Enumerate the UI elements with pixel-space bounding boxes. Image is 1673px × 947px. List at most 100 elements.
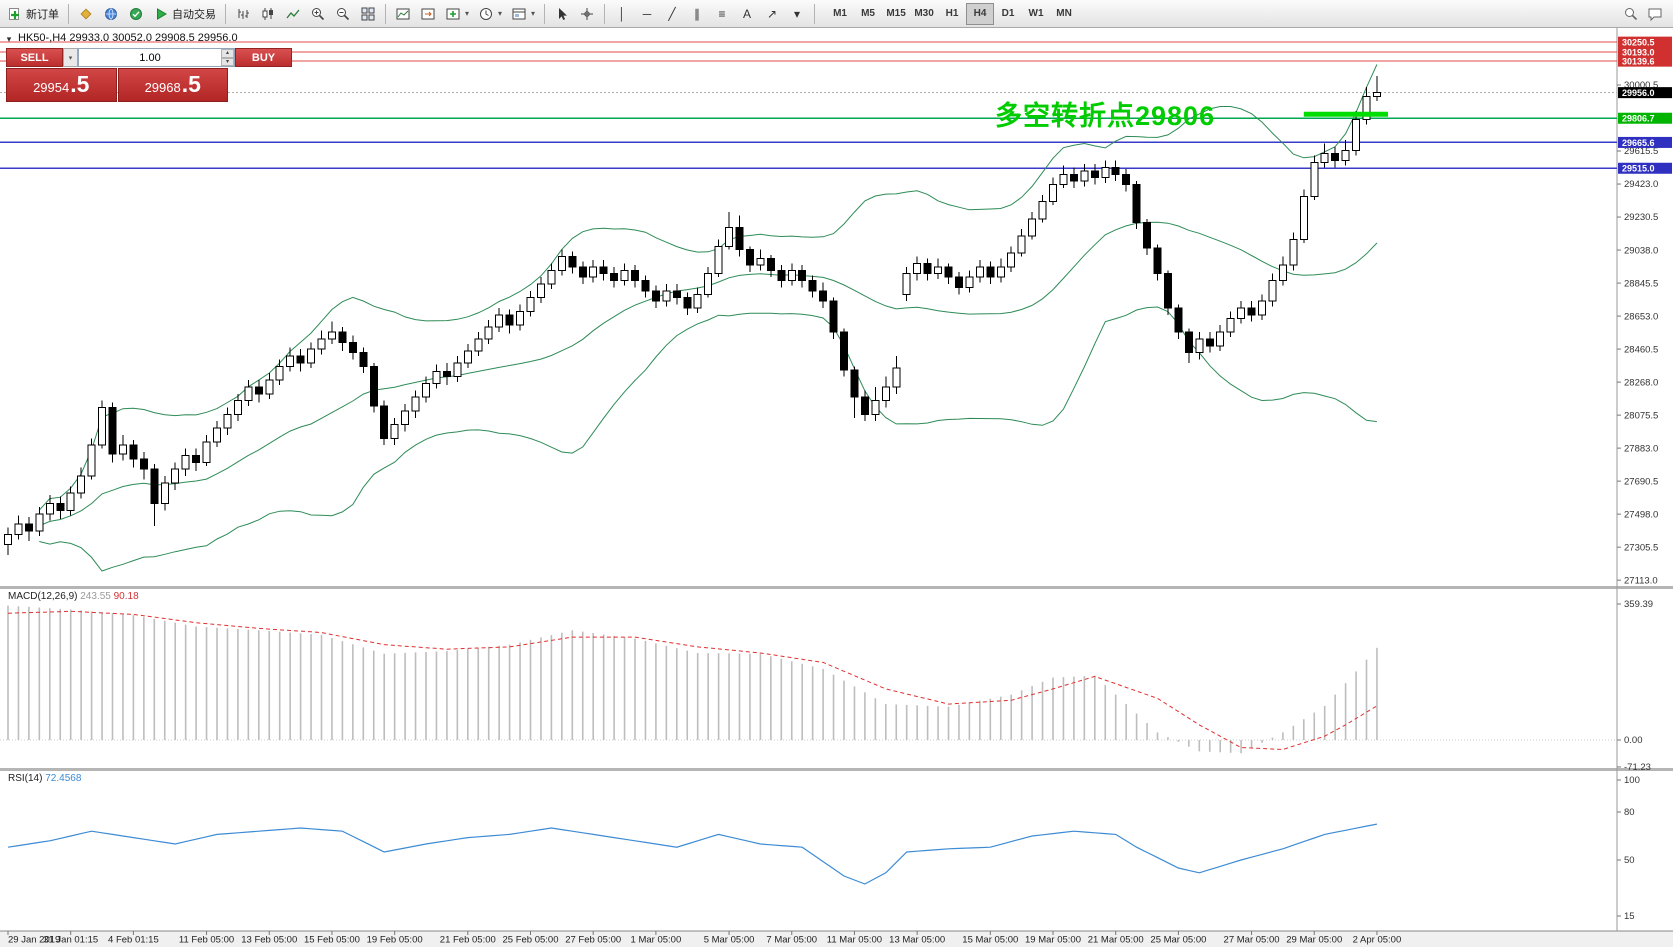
timeframe-w1[interactable]: W1 bbox=[1022, 3, 1050, 25]
candle bbox=[265, 379, 274, 395]
channel-tool[interactable]: ∥ bbox=[685, 2, 709, 26]
candle bbox=[745, 249, 754, 266]
new-chart-icon bbox=[396, 8, 410, 19]
timeframe-m15[interactable]: M15 bbox=[882, 3, 910, 25]
community-button[interactable] bbox=[99, 2, 123, 26]
one-click-collapse-icon[interactable]: ▾ bbox=[3, 33, 15, 45]
crosshair-button[interactable] bbox=[575, 2, 599, 26]
candle bbox=[1059, 173, 1068, 186]
candle bbox=[913, 262, 922, 275]
candle bbox=[662, 290, 671, 302]
vps-button[interactable] bbox=[124, 2, 148, 26]
candle bbox=[1143, 221, 1152, 249]
search-button[interactable] bbox=[1619, 2, 1643, 26]
candle bbox=[98, 406, 107, 446]
candle bbox=[1111, 166, 1120, 175]
zoom-in-button[interactable] bbox=[306, 2, 330, 26]
zoom-out-button[interactable] bbox=[331, 2, 355, 26]
candle bbox=[129, 444, 138, 460]
candle bbox=[213, 427, 221, 443]
vertical-line-tool[interactable]: │ bbox=[610, 2, 634, 26]
highlight-trend-segment[interactable] bbox=[1303, 111, 1388, 117]
volume-input[interactable] bbox=[79, 49, 221, 66]
candle bbox=[902, 273, 911, 295]
time-axis-label: 25 Feb 05:00 bbox=[503, 935, 559, 946]
rsi-scale-label: 100 bbox=[1624, 775, 1640, 786]
timeframe-h1[interactable]: H1 bbox=[938, 3, 966, 25]
candle bbox=[442, 370, 451, 378]
panel-splitter[interactable] bbox=[0, 586, 1673, 589]
candle bbox=[1247, 307, 1256, 316]
periods-button[interactable]: ▾ bbox=[474, 2, 506, 26]
candle bbox=[631, 269, 639, 282]
price-tick-label: 28268.0 bbox=[1624, 377, 1658, 388]
timeframe-m1[interactable]: M1 bbox=[826, 3, 854, 25]
chart-canvas[interactable]: 30000.5 29615.5 29423.0 29230.5 29038.0 28845… bbox=[0, 28, 1673, 947]
templates-button[interactable]: ▾ bbox=[507, 2, 539, 26]
timeframe-d1[interactable]: D1 bbox=[994, 3, 1022, 25]
timeframe-m30[interactable]: M30 bbox=[910, 3, 938, 25]
candle bbox=[296, 355, 305, 364]
candle bbox=[1310, 161, 1319, 198]
cursor-button[interactable] bbox=[550, 2, 574, 26]
candle bbox=[1289, 238, 1298, 266]
sell-price-frac: .5 bbox=[70, 71, 90, 97]
timeframe-mn[interactable]: MN bbox=[1050, 3, 1078, 25]
market-button[interactable] bbox=[74, 2, 98, 26]
candle bbox=[171, 468, 180, 484]
shapes-dropdown[interactable]: ▾ bbox=[785, 2, 809, 26]
timeframe-m5[interactable]: M5 bbox=[854, 3, 882, 25]
candle bbox=[599, 266, 608, 275]
time-axis-label: 11 Mar 05:00 bbox=[827, 935, 882, 946]
buy-button[interactable]: BUY bbox=[235, 48, 292, 67]
timeframe-h4[interactable]: H4 bbox=[966, 2, 995, 25]
candle bbox=[1028, 218, 1037, 237]
new-order-button[interactable]: 新订单 bbox=[3, 2, 63, 26]
candle bbox=[150, 468, 159, 505]
rsi-indicator-label: RSI(14) 72.4568 bbox=[8, 773, 81, 784]
line-chart-button[interactable] bbox=[281, 2, 305, 26]
templates-caret-icon: ▾ bbox=[531, 9, 536, 18]
candle bbox=[4, 533, 12, 546]
candle bbox=[233, 400, 242, 415]
buy-price[interactable]: 29968.5 bbox=[117, 68, 228, 102]
candle bbox=[87, 444, 96, 477]
candle bbox=[777, 269, 786, 282]
indicators-button[interactable]: ▾ bbox=[441, 2, 473, 26]
price-tick-label: 28653.0 bbox=[1624, 311, 1658, 322]
candle bbox=[1049, 184, 1057, 203]
new-chart-button[interactable] bbox=[391, 2, 415, 26]
chat-button[interactable] bbox=[1643, 2, 1667, 26]
price-tick-label: 29230.5 bbox=[1624, 212, 1658, 223]
volume-decrease-button[interactable]: ▾ bbox=[221, 57, 234, 66]
candle bbox=[1237, 307, 1246, 319]
candle bbox=[1195, 338, 1204, 354]
sell-button[interactable]: SELL bbox=[6, 48, 63, 67]
candlestick-button[interactable] bbox=[256, 2, 280, 26]
arrow-tool[interactable]: ↗ bbox=[760, 2, 784, 26]
volume-increase-button[interactable]: ▴ bbox=[221, 49, 234, 58]
candle bbox=[1017, 235, 1026, 254]
time-axis-label: 27 Feb 05:00 bbox=[565, 935, 621, 946]
text-tool[interactable]: A bbox=[735, 2, 759, 26]
panel-splitter[interactable] bbox=[0, 768, 1673, 771]
autotrading-button[interactable]: 自动交易 bbox=[149, 2, 220, 26]
trendline-tool[interactable]: ╱ bbox=[660, 2, 684, 26]
time-axis-label: 5 Mar 05:00 bbox=[704, 935, 755, 946]
candle bbox=[192, 455, 201, 463]
candle bbox=[1163, 273, 1172, 309]
macd-scale-label: 359.39 bbox=[1624, 599, 1653, 610]
price-tick-label: 27883.0 bbox=[1624, 443, 1658, 454]
macd-scale-label: 0.00 bbox=[1624, 735, 1643, 746]
chart-shift-button[interactable] bbox=[416, 2, 440, 26]
time-axis-label: 15 Mar 05:00 bbox=[962, 935, 1018, 946]
order-options-caret[interactable]: ▾ bbox=[63, 48, 78, 67]
sell-price[interactable]: 29954.5 bbox=[6, 68, 117, 102]
candle bbox=[1372, 92, 1381, 98]
bar-chart-button[interactable] bbox=[231, 2, 255, 26]
candle bbox=[14, 523, 23, 535]
fibonacci-tool[interactable]: ≡ bbox=[710, 2, 734, 26]
candle bbox=[1090, 170, 1099, 179]
tile-windows-button[interactable] bbox=[356, 2, 380, 26]
horizontal-line-tool[interactable]: ─ bbox=[635, 2, 659, 26]
